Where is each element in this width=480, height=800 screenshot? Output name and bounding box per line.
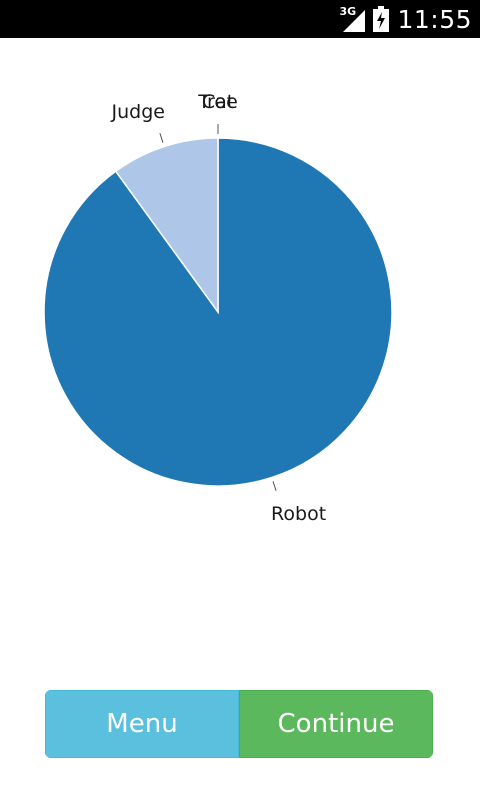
pie-label-cat: Cat <box>202 91 234 113</box>
battery-charging-icon <box>373 6 390 32</box>
pie-chart-area: Robot Judge Cat Tree <box>0 38 480 598</box>
network-indicator: 3G <box>339 5 366 32</box>
pie-label-judge: Judge <box>110 101 164 123</box>
status-bar: 3G 11:55 <box>0 0 480 38</box>
pie-slice-judge <box>114 137 219 315</box>
continue-button[interactable]: Continue <box>239 690 433 758</box>
network-type-label: 3G <box>339 5 357 18</box>
pie-label-tree: Tree <box>197 91 238 113</box>
signal-bars-icon <box>343 10 366 32</box>
pie-leader-judge <box>159 133 164 143</box>
button-bar: Menu Continue <box>45 690 433 758</box>
menu-button[interactable]: Menu <box>45 690 239 758</box>
pie-label-robot: Robot <box>271 503 326 525</box>
status-icons: 3G 11:55 <box>339 0 472 38</box>
pie-leader-robot <box>272 481 277 491</box>
status-clock: 11:55 <box>397 4 472 34</box>
